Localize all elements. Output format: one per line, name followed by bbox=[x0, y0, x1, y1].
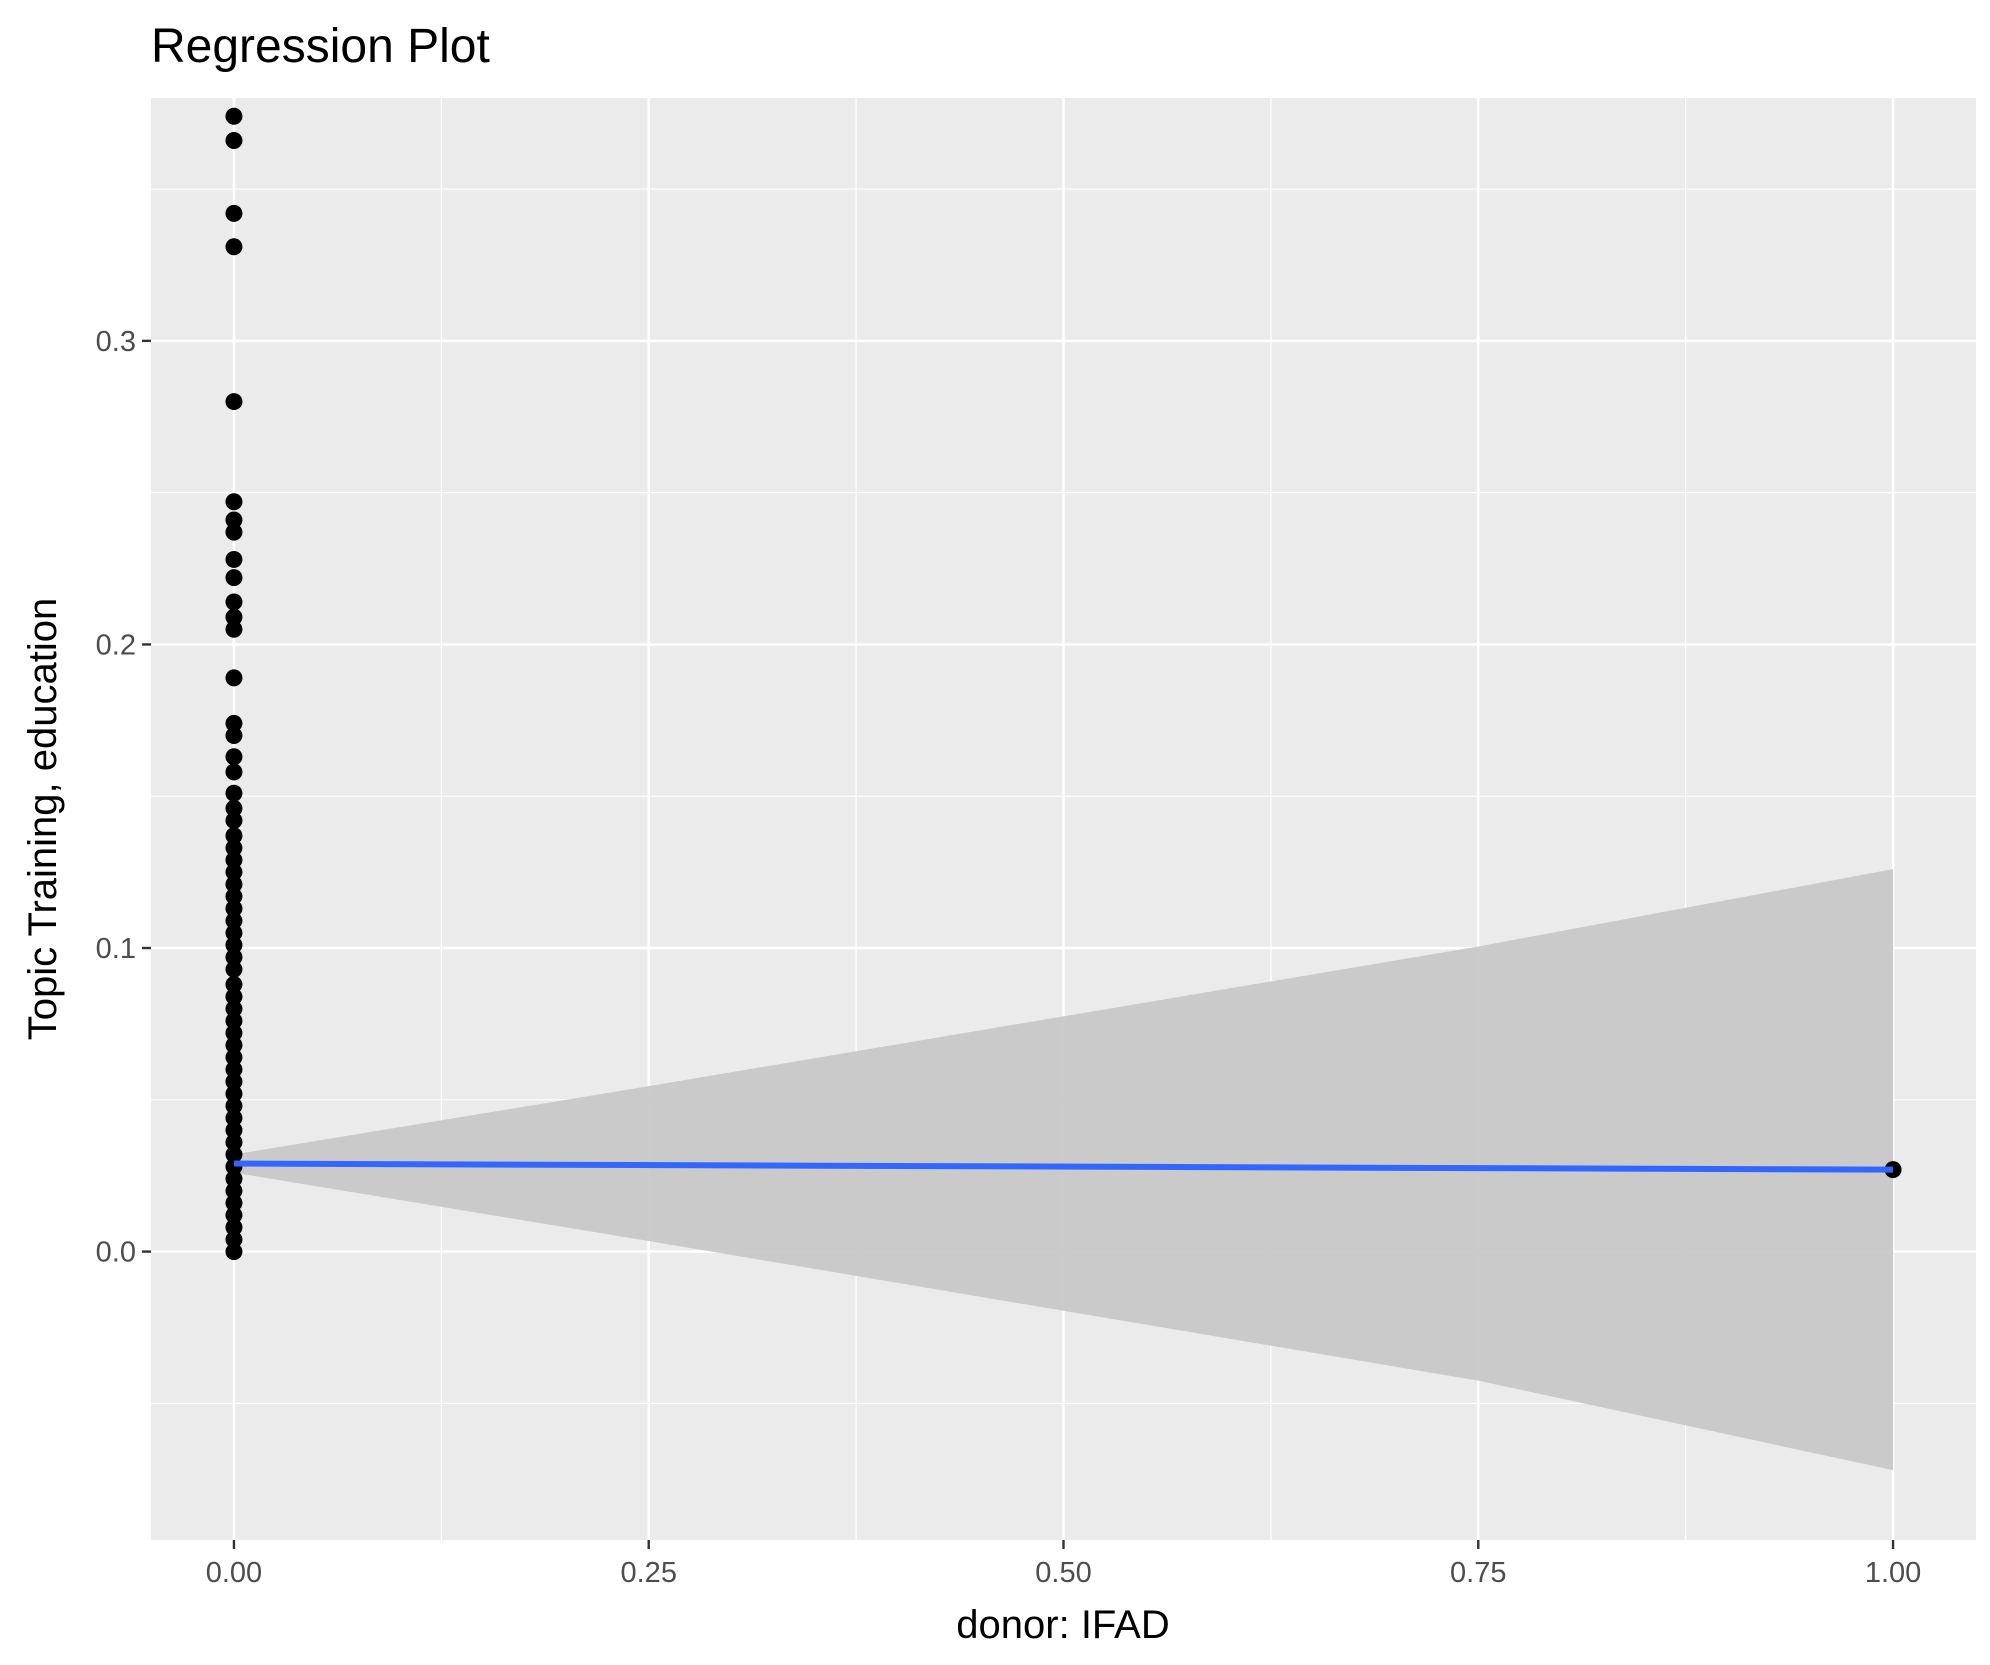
data-point bbox=[225, 975, 243, 993]
data-point bbox=[225, 1145, 243, 1163]
data-point bbox=[225, 924, 243, 942]
data-point bbox=[225, 608, 243, 626]
data-point bbox=[225, 1073, 243, 1091]
data-point bbox=[225, 784, 243, 802]
data-point bbox=[225, 1218, 243, 1236]
data-point bbox=[225, 620, 243, 638]
data-point bbox=[225, 839, 243, 857]
x-tick-label: 0.25 bbox=[621, 1557, 677, 1589]
data-point bbox=[225, 107, 243, 125]
data-point bbox=[225, 900, 243, 918]
y-tick-label: 0.0 bbox=[96, 1237, 136, 1269]
x-axis: 0.00 0.25 0.50 0.75 1.00 bbox=[206, 1540, 1921, 1589]
y-axis-title: Topic Training, education bbox=[21, 598, 65, 1041]
data-point bbox=[225, 1182, 243, 1200]
data-point bbox=[225, 1109, 243, 1127]
y-axis: 0.0 0.1 0.2 0.3 bbox=[96, 326, 151, 1269]
chart-title: Regression Plot bbox=[151, 20, 490, 73]
confidence-band bbox=[233, 869, 1894, 1471]
data-point bbox=[225, 863, 243, 881]
data-point bbox=[225, 1060, 243, 1078]
data-point bbox=[225, 593, 243, 611]
data-point bbox=[225, 1194, 243, 1212]
data-point bbox=[225, 988, 243, 1006]
data-point bbox=[225, 727, 243, 745]
data-point bbox=[225, 204, 243, 222]
data-point bbox=[225, 763, 243, 781]
data-point bbox=[225, 1243, 243, 1261]
y-tick-label: 0.1 bbox=[96, 933, 136, 965]
data-point bbox=[225, 523, 243, 541]
data-point bbox=[225, 1170, 243, 1188]
regression-line bbox=[233, 1160, 1894, 1173]
data-point bbox=[225, 132, 243, 150]
data-point bbox=[225, 1206, 243, 1224]
data-point bbox=[225, 936, 243, 954]
data-point bbox=[225, 1133, 243, 1151]
x-tick-label: 0.75 bbox=[1450, 1557, 1506, 1589]
x-axis-title: donor: IFAD bbox=[956, 1603, 1169, 1647]
data-point bbox=[225, 569, 243, 587]
data-point bbox=[225, 1230, 243, 1248]
data-point bbox=[225, 1024, 243, 1042]
data-point bbox=[225, 1048, 243, 1066]
data-point bbox=[225, 714, 243, 732]
data-point bbox=[225, 948, 243, 966]
data-point bbox=[225, 511, 243, 529]
data-point bbox=[225, 1036, 243, 1054]
data-point bbox=[225, 875, 243, 893]
data-point bbox=[225, 1097, 243, 1115]
data-point bbox=[225, 550, 243, 568]
y-tick-label: 0.3 bbox=[96, 326, 136, 358]
data-point bbox=[225, 748, 243, 766]
data-point bbox=[225, 912, 243, 930]
data-point bbox=[225, 1121, 243, 1139]
x-tick-label: 0.50 bbox=[1035, 1557, 1091, 1589]
data-point bbox=[225, 851, 243, 869]
data-point bbox=[225, 393, 243, 411]
data-point bbox=[225, 960, 243, 978]
x-tick-label: 1.00 bbox=[1865, 1557, 1921, 1589]
data-point bbox=[225, 812, 243, 830]
data-point bbox=[225, 669, 243, 687]
y-tick-label: 0.2 bbox=[96, 629, 136, 661]
data-point bbox=[225, 1012, 243, 1030]
x-tick-label: 0.00 bbox=[206, 1557, 262, 1589]
data-point bbox=[225, 1000, 243, 1018]
data-point bbox=[225, 827, 243, 845]
data-point bbox=[225, 887, 243, 905]
data-point bbox=[225, 799, 243, 817]
data-point bbox=[225, 238, 243, 256]
data-point bbox=[225, 1085, 243, 1103]
data-point bbox=[225, 493, 243, 511]
data-points bbox=[225, 107, 1902, 1261]
